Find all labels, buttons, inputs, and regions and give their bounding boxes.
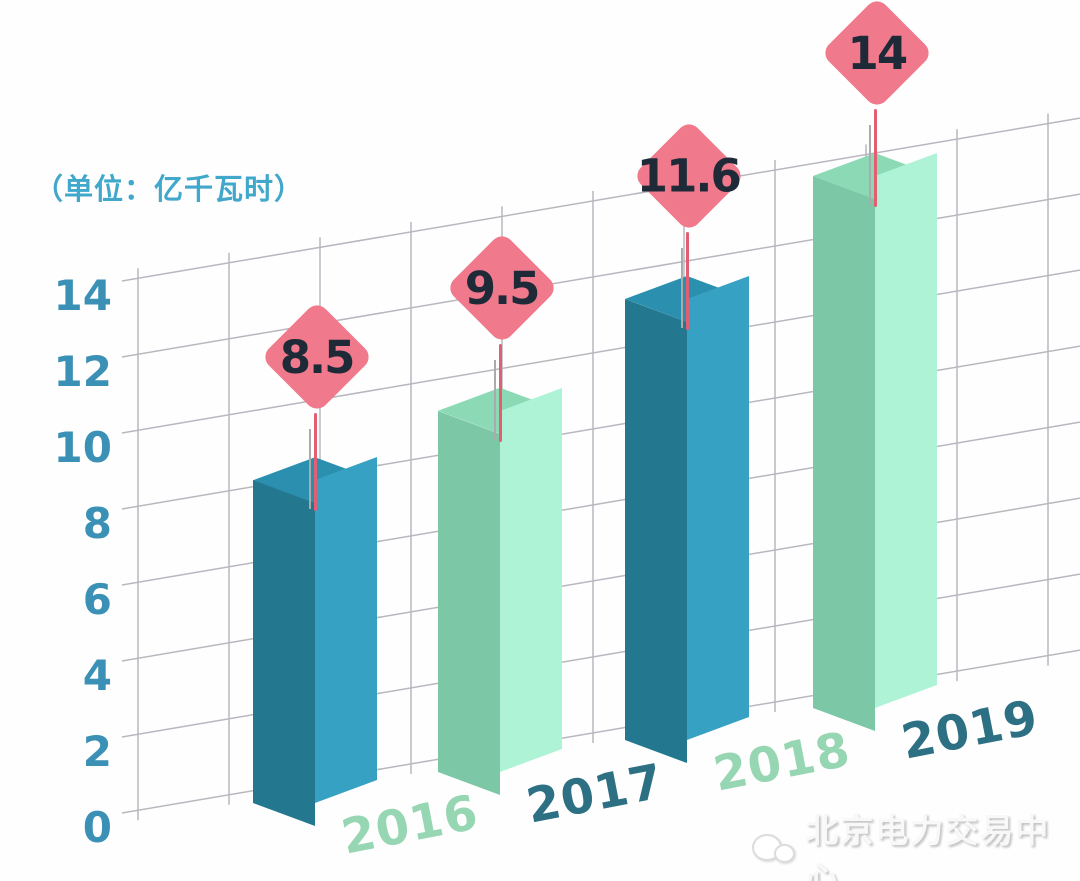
bar-left-face (625, 298, 687, 764)
wechat-icon (752, 832, 795, 872)
value-diamond: 11.6 (632, 119, 746, 233)
value-stem-shadow (494, 359, 496, 440)
wechat-bubble-small (774, 844, 795, 863)
bar-left-face (253, 480, 315, 827)
bar-right-face (875, 152, 937, 709)
value-stem (314, 413, 317, 512)
bar-right-face (315, 457, 377, 804)
value-stem (874, 109, 877, 207)
value-stem-shadow (309, 429, 311, 510)
bar-left-face (438, 410, 500, 795)
y-tick-label: 10 (53, 423, 112, 472)
value-label: 14 (847, 26, 907, 80)
value-diamond: 14 (820, 0, 934, 110)
unit-label: （单位：亿千瓦时） (34, 172, 305, 206)
bar-left-face (813, 176, 875, 732)
value-stem (686, 231, 689, 330)
y-tick-label: 8 (82, 499, 112, 548)
value-label: 11.6 (637, 149, 741, 203)
bar-right-face (687, 275, 749, 740)
value-label: 9.5 (465, 261, 539, 315)
bar-3d-2019 (813, 152, 937, 732)
value-stem-shadow (681, 247, 683, 328)
value-label: 8.5 (280, 330, 354, 384)
bar-3d-2016 (253, 457, 377, 827)
watermark: 北京电力交易中心 (752, 804, 1080, 881)
bar-3d-2018 (625, 275, 749, 764)
y-tick-label: 0 (82, 803, 112, 852)
y-tick-label: 12 (53, 347, 112, 396)
watermark-text: 北京电力交易中心 (805, 811, 1051, 881)
bar-3d-2017 (438, 387, 562, 795)
value-diamond: 9.5 (445, 231, 559, 345)
y-tick-label: 6 (82, 575, 112, 624)
value-stem-shadow (869, 125, 871, 205)
gridline-horizontal (121, 117, 1080, 282)
y-tick-label: 2 (82, 727, 112, 776)
bar-right-face (500, 387, 562, 772)
value-diamond: 8.5 (260, 300, 374, 414)
value-stem (499, 343, 502, 442)
y-tick-label: 4 (82, 651, 112, 700)
y-tick-label: 14 (53, 271, 112, 320)
